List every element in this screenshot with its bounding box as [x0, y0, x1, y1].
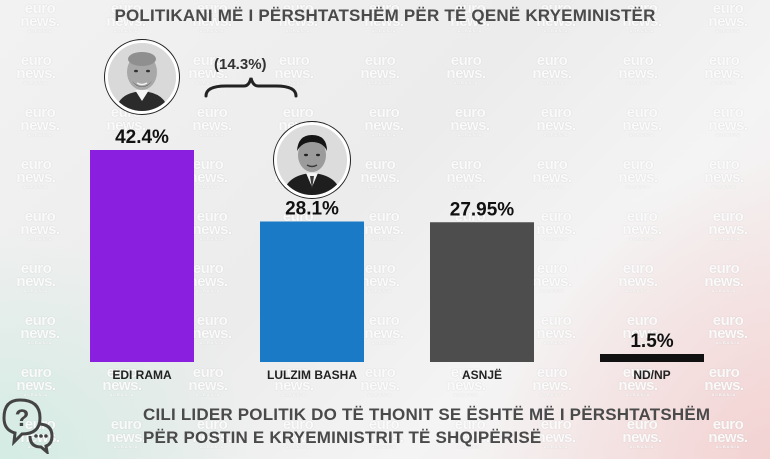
- survey-question-line-1: CILI LIDER POLITIK DO TË THONIT SE ËSHTË…: [143, 405, 711, 424]
- bar-lulzim-basha: [260, 221, 364, 362]
- value-label-nd-np: 1.5%: [630, 331, 673, 352]
- bar-asnjë: [430, 222, 534, 362]
- value-label-lulzim-basha: 28.1%: [285, 199, 339, 220]
- category-label-edi-rama: EDI RAMA: [112, 368, 172, 382]
- background-tint-right: [490, 160, 770, 459]
- edi-rama-avatar: [105, 40, 179, 114]
- lulzim-basha-avatar: [274, 122, 350, 198]
- bar-nd-np: [600, 354, 704, 362]
- bar-edi-rama: [90, 150, 194, 362]
- survey-question-line-2: PËR POSTIN E KRYEMINISTRIT TË SHQIPËRISË: [143, 428, 542, 447]
- category-label-asnjë: ASNJË: [462, 367, 502, 382]
- value-label-edi-rama: 42.4%: [115, 127, 169, 148]
- category-label-lulzim-basha: LULZIM BASHA: [267, 368, 357, 382]
- category-label-nd-np: ND/NP: [633, 368, 670, 382]
- gap-annotation: (14.3%): [214, 56, 267, 73]
- chart-title: POLITIKANI MË I PËRSHTATSHËM PËR TË QENË…: [114, 6, 656, 25]
- gap-brace: [204, 77, 298, 98]
- svg-text:?: ?: [15, 405, 30, 432]
- question-speech-icon: ?: [2, 398, 54, 454]
- value-label-asnjë: 27.95%: [450, 199, 515, 220]
- survey-question: CILI LIDER POLITIK DO TË THONIT SE ËSHTË…: [143, 403, 710, 449]
